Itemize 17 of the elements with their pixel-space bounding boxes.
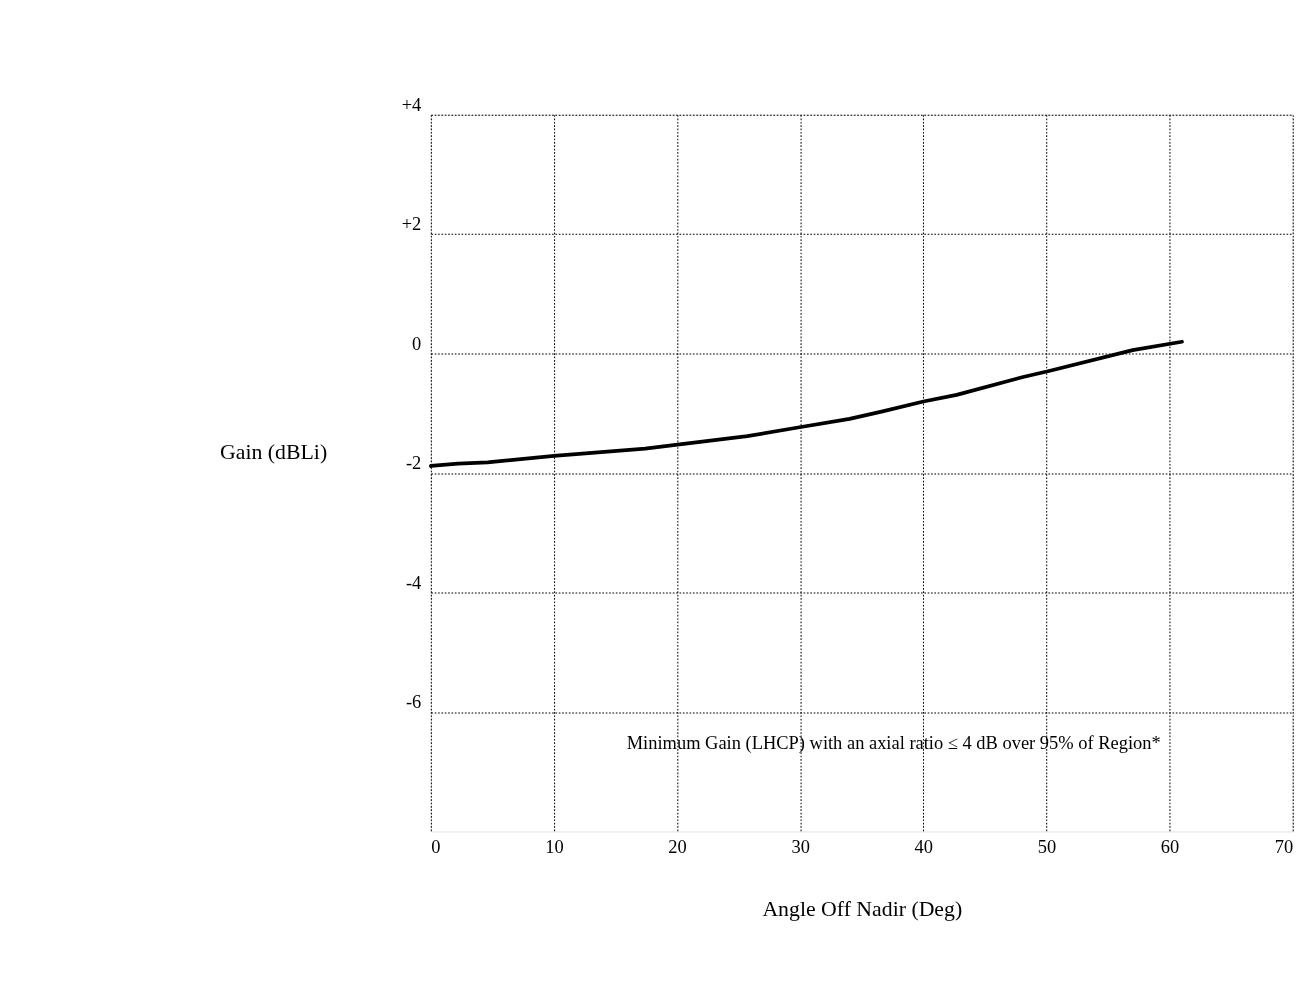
x-axis-title: Angle Off Nadir (Deg) (762, 896, 963, 921)
x-tick-label: 70 (1274, 836, 1294, 857)
y-axis-title: Gain (dBLi) (220, 439, 328, 464)
x-tick-label: 50 (1037, 836, 1057, 857)
y-tick-label: -4 (405, 572, 422, 593)
y-tick-label: -6 (405, 692, 422, 713)
x-tick-label: 0 (431, 836, 441, 857)
annotation: Minimum Gain (LHCP) with an axial ratio ≤ 4 dB over 95% of Region* (626, 732, 1161, 754)
y-tick-label: 0 (412, 333, 422, 354)
x-tick-label: 60 (1160, 836, 1180, 857)
x-tick-label: 10 (545, 836, 564, 857)
y-tick-label: -2 (405, 453, 422, 474)
x-tick-label: 40 (914, 836, 934, 857)
x-tick-label: 30 (791, 836, 810, 857)
x-tick-label: 20 (668, 836, 687, 857)
y-tick-label: +4 (401, 94, 422, 115)
y-tick-label: +2 (401, 214, 422, 235)
